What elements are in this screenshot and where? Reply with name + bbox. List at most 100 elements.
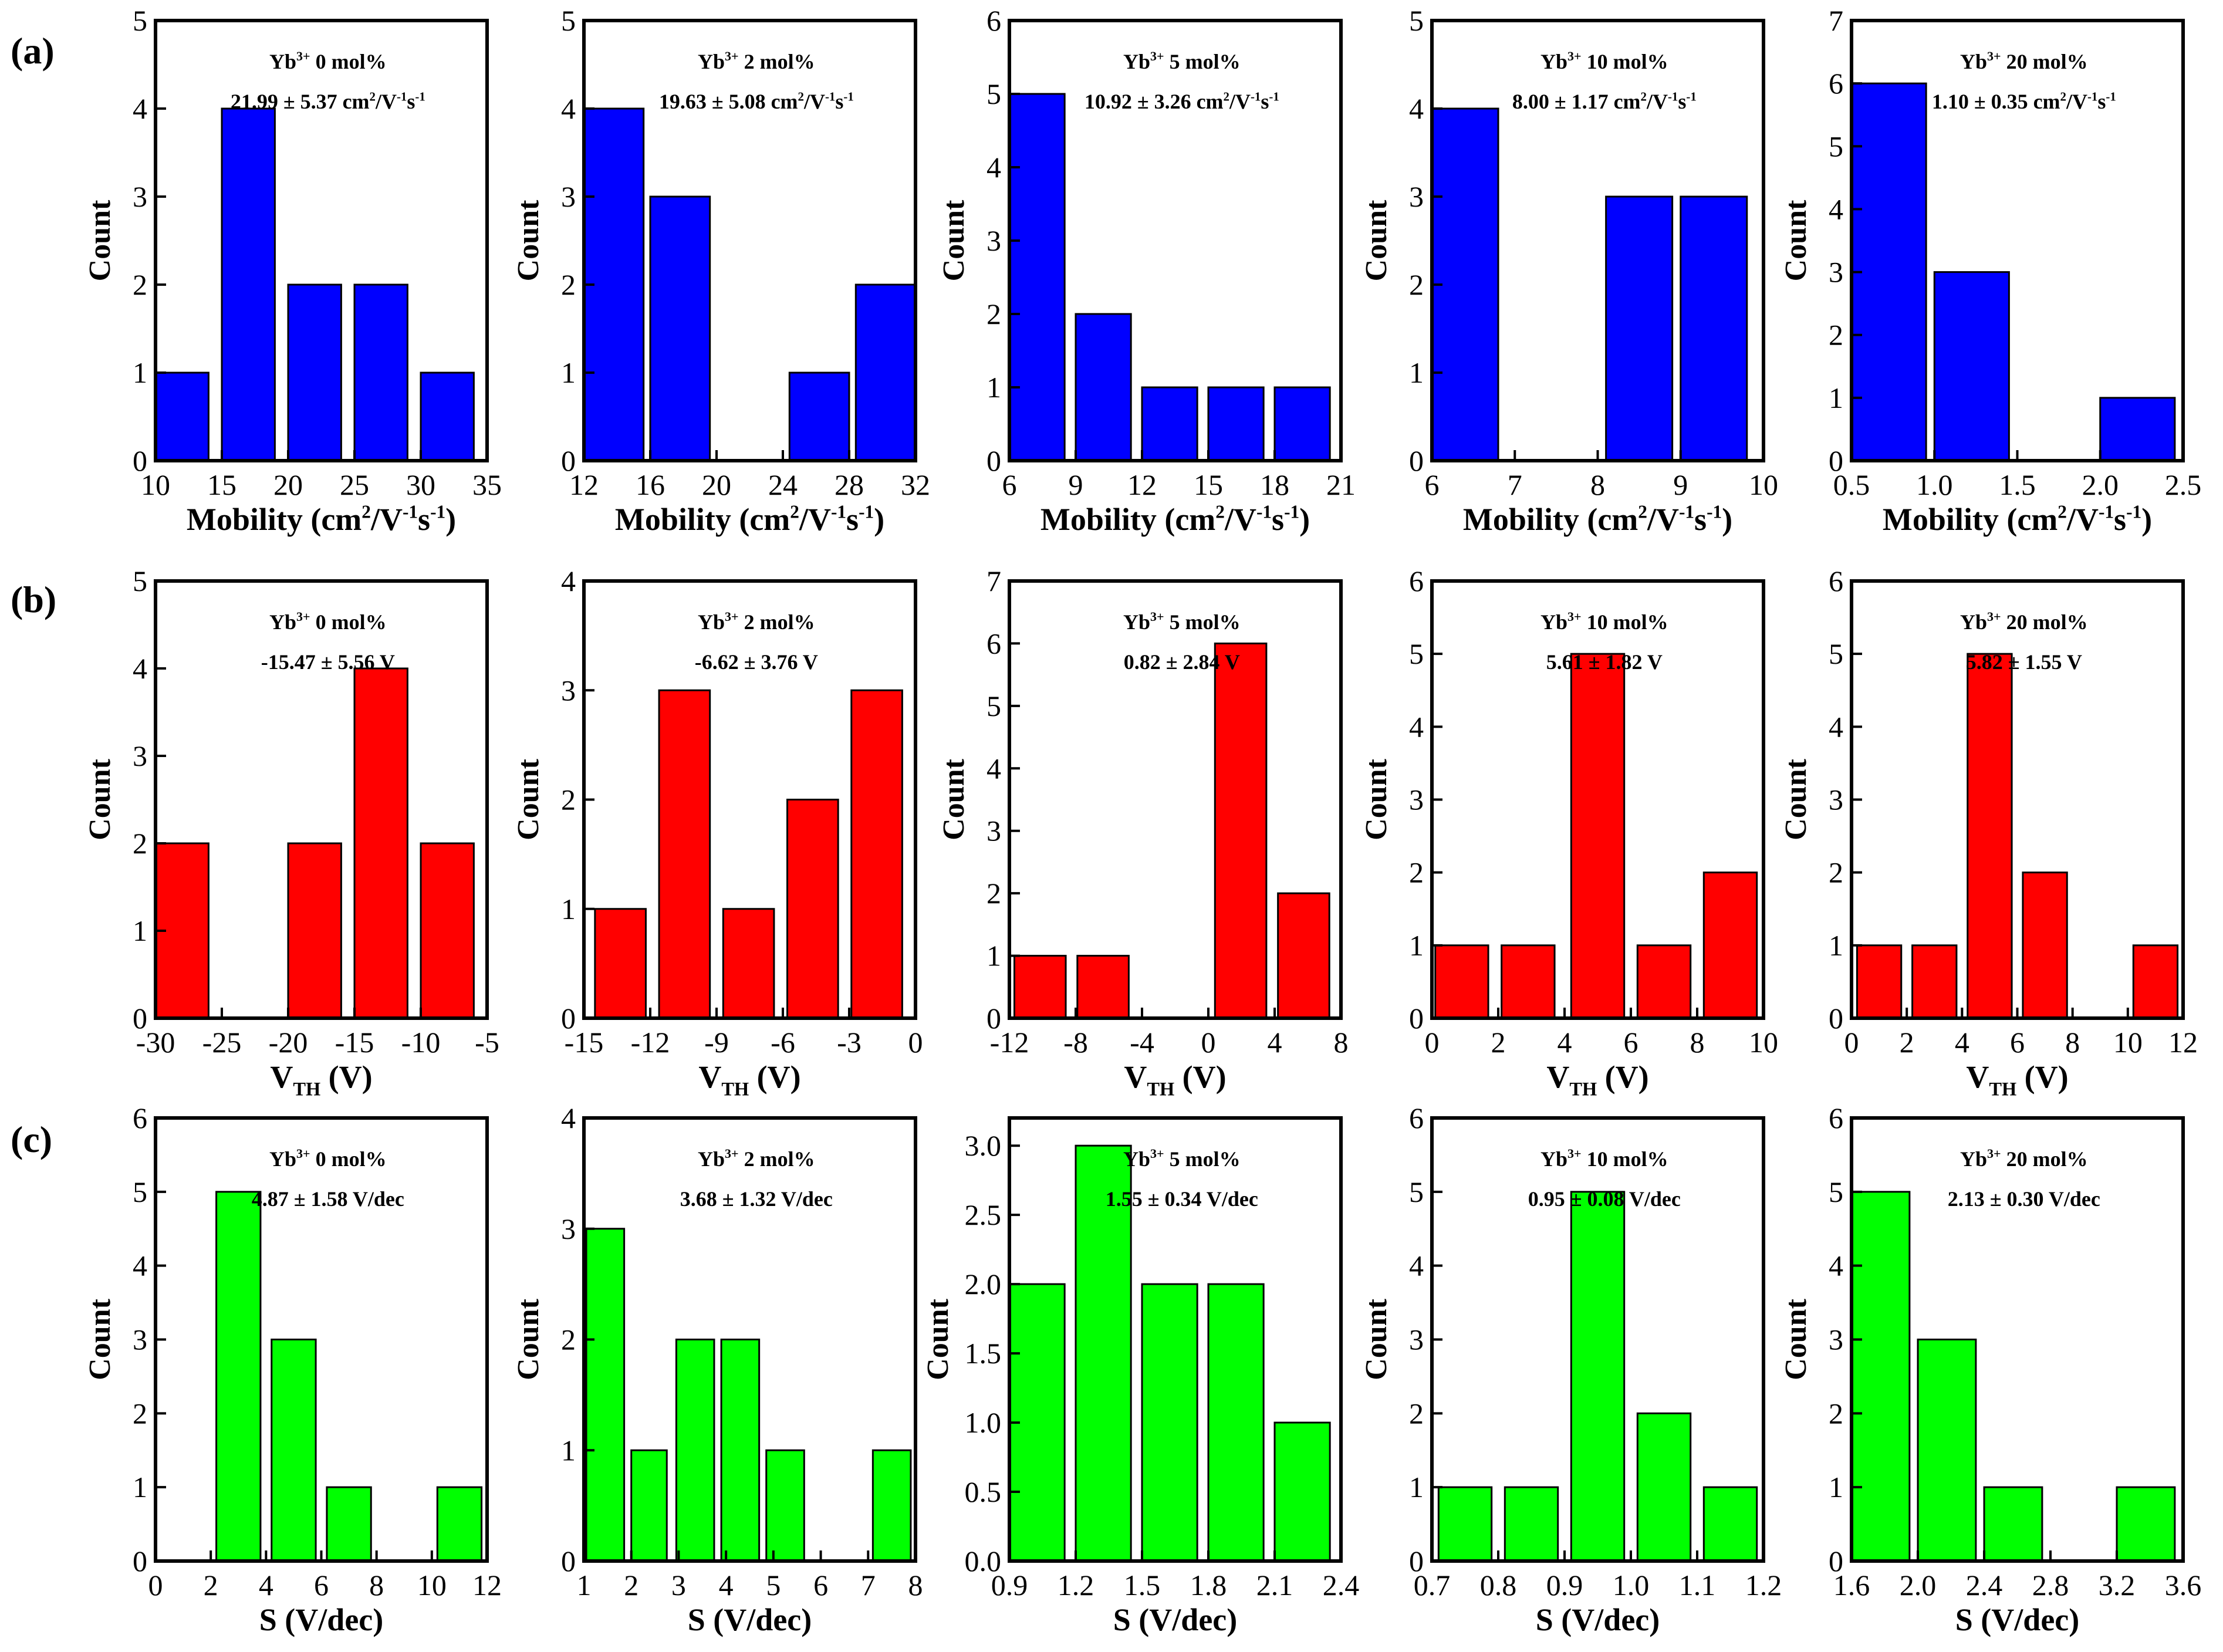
annotation-value: 3.68 ± 1.32 V/dec — [680, 1187, 833, 1211]
y-tick-label: 3 — [133, 739, 147, 772]
y-tick-label: 4 — [561, 565, 576, 597]
x-axis-label: S (V/dec) — [259, 1602, 383, 1637]
annotation-value: 2.13 ± 0.30 V/dec — [1948, 1187, 2100, 1211]
x-tick-label: 12 — [1127, 468, 1157, 501]
bar — [353, 283, 408, 462]
x-tick-label: 1.2 — [1745, 1569, 1782, 1602]
bar — [221, 107, 276, 462]
bar — [788, 371, 850, 462]
bar — [2099, 397, 2176, 462]
plot-frame — [1008, 579, 1343, 1020]
x-tick-label: -4 — [1130, 1026, 1154, 1059]
chart-a5: 0.5 1.0 1.5 2.0 2.5 0 1 2 3 4 5 6 7 Count Mobility (cm… — [1779, 4, 2201, 537]
y-tick-label: 2 — [1829, 856, 1843, 889]
y-tick-label: 0 — [1409, 444, 1424, 477]
y-tick-label: 4 — [561, 92, 576, 125]
annotation-dopant: Yb3+ 10 mol% — [1540, 1146, 1668, 1171]
chart-b1: -30 -25 -20 -15 -10 -5 0 1 2 3 4 5 Count VTH (V) Yb3+ … — [83, 565, 499, 1100]
y-tick-label: 5 — [1829, 1175, 1843, 1208]
chart-a1: 10 15 20 25 30 35 0 1 2 3 4 5 Count Mobility (cm2/V-1… — [83, 4, 502, 537]
y-tick-label: 0 — [133, 444, 147, 477]
x-tick-label: 10 — [2113, 1026, 2143, 1059]
bar — [287, 283, 342, 462]
x-tick-label: 1.6 — [1833, 1569, 1870, 1602]
x-axis-label: VTH (V) — [1546, 1059, 1648, 1100]
x-tick-label: 21 — [1326, 468, 1356, 501]
x-tick-label: 10 — [1749, 468, 1778, 501]
annotation-dopant: Yb3+ 5 mol% — [1123, 609, 1241, 634]
annotation-value: -6.62 ± 3.76 V — [695, 650, 818, 674]
x-tick-label: 8 — [1334, 1026, 1349, 1059]
x-tick-label: 1.8 — [1190, 1569, 1227, 1602]
bar — [1570, 653, 1626, 1019]
x-tick-label: 4 — [1268, 1026, 1282, 1059]
y-tick-label: 5 — [1829, 637, 1843, 670]
y-tick-label: 5 — [987, 690, 1001, 722]
y-axis-label: Count — [83, 1298, 117, 1380]
x-tick-label: 0 — [148, 1569, 163, 1602]
plot-frame — [154, 19, 489, 462]
annotation-value: 0.82 ± 2.84 V — [1124, 650, 1240, 674]
x-axis-label: Mobility (cm2/V-1s-1) — [1883, 501, 2152, 537]
y-tick-label: 7 — [987, 565, 1001, 597]
x-axis-label: S (V/dec) — [1955, 1602, 2079, 1637]
y-tick-label: 5 — [987, 77, 1001, 110]
y-axis-label: Count — [83, 758, 117, 840]
bar — [326, 1486, 372, 1562]
bar — [1933, 271, 2010, 462]
y-tick-label: 4 — [1829, 192, 1843, 225]
x-axis-label: VTH (V) — [1966, 1059, 2068, 1100]
y-tick-label: 1 — [1829, 929, 1843, 962]
y-tick-label: 3 — [1829, 1323, 1843, 1356]
bar — [1983, 1486, 2043, 1562]
annotation-value: 1.55 ± 0.34 V/dec — [1106, 1187, 1258, 1211]
y-tick-label: 2 — [1829, 1397, 1843, 1430]
bar — [2116, 1486, 2176, 1562]
y-axis-label: Count — [1779, 1298, 1813, 1380]
x-tick-label: 1.5 — [1124, 1569, 1161, 1602]
bar — [1570, 1191, 1626, 1562]
x-axis-label: Mobility (cm2/V-1s-1) — [187, 501, 456, 537]
annotation-dopant: Yb3+ 10 mol% — [1540, 49, 1668, 73]
bar — [420, 842, 475, 1019]
x-tick-label: 20 — [702, 468, 731, 501]
y-tick-label: 4 — [1409, 92, 1424, 125]
y-tick-label: 4 — [1409, 710, 1424, 743]
x-tick-label: 4 — [259, 1569, 273, 1602]
y-tick-label: 1 — [1409, 929, 1424, 962]
x-axis-label: Mobility (cm2/V-1s-1) — [1040, 501, 1310, 537]
y-tick-label: 0 — [987, 1002, 1001, 1035]
x-axis-label: S (V/dec) — [1536, 1602, 1660, 1637]
x-tick-label: -8 — [1063, 1026, 1088, 1059]
y-tick-label: 5 — [133, 1175, 147, 1208]
x-tick-label: -15 — [565, 1026, 604, 1059]
annotation-value: 0.95 ± 0.08 V/dec — [1528, 1187, 1681, 1211]
x-tick-label: 1.0 — [1613, 1569, 1650, 1602]
annotation-value: 8.00 ± 1.17 cm2/V-1s-1 — [1512, 89, 1697, 113]
x-tick-label: 12 — [472, 1569, 502, 1602]
y-tick-label: 4 — [1409, 1249, 1424, 1282]
bar — [215, 1191, 262, 1562]
bar — [1605, 195, 1674, 462]
x-tick-label: 9 — [1069, 468, 1083, 501]
y-tick-label: 2 — [1829, 319, 1843, 352]
bar — [722, 908, 775, 1019]
y-axis-label: Count — [1360, 758, 1393, 840]
x-tick-label: 3 — [671, 1569, 686, 1602]
bar — [871, 1449, 912, 1562]
y-tick-label: 0 — [561, 1002, 576, 1035]
bar — [1850, 1191, 1911, 1562]
x-tick-label: 6 — [813, 1569, 828, 1602]
x-tick-label: 2.5 — [2165, 468, 2202, 501]
y-tick-label: 1 — [561, 1434, 576, 1467]
y-tick-label: 3.0 — [965, 1129, 1002, 1162]
bar — [1013, 955, 1067, 1019]
y-tick-label: 0 — [133, 1545, 147, 1577]
x-tick-label: -3 — [837, 1026, 862, 1059]
y-tick-label: 1 — [1409, 1471, 1424, 1504]
x-tick-label: 16 — [636, 468, 665, 501]
y-tick-label: 6 — [1409, 565, 1424, 597]
x-tick-label: 2 — [624, 1569, 638, 1602]
x-tick-label: -25 — [202, 1026, 242, 1059]
